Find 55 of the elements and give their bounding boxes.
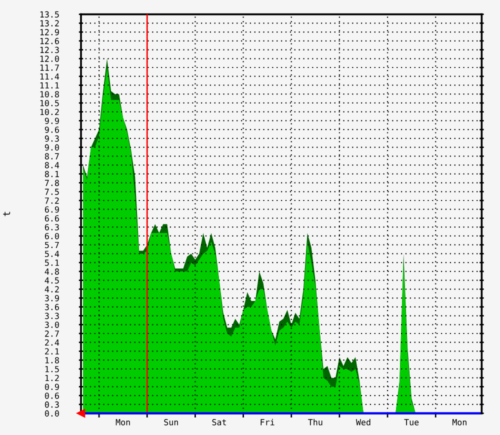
x-tick-label: Mon (452, 419, 466, 426)
y-tick-label: 8.4 (44, 162, 60, 168)
x-tick-label: Sat (212, 419, 226, 426)
y-tick-label: 8.1 (44, 170, 59, 178)
y-tick-label: 13.5 (40, 11, 59, 18)
y-tick-label: 6.6 (44, 215, 59, 222)
y-axis-title: t (3, 212, 10, 216)
y-tick-label: 0.0 (44, 410, 59, 417)
y-tick-label: 12.3 (40, 46, 59, 54)
y-tick-label: 6.9 (44, 206, 59, 213)
y-tick-label: 1.8 (45, 357, 59, 364)
y-tick-label: 6.3 (44, 224, 59, 230)
y-tick-label: 0.9 (44, 384, 59, 390)
y-tick-label: 11.1 (40, 82, 59, 88)
x-tick-label: Tue (404, 419, 419, 426)
y-tick-label: 4.5 (44, 277, 59, 284)
y-tick-label: 0.6 (44, 392, 59, 399)
y-tick-label: 9.6 (44, 126, 59, 133)
x-tick-label: Thu (308, 418, 322, 426)
y-tick-label: 3.3 (44, 312, 59, 320)
y-tick-label: 5.4 (45, 250, 60, 258)
y-tick-label: 9.0 (44, 144, 59, 151)
y-tick-label: 2.4 (45, 339, 60, 346)
x-tick-label: Mon (116, 419, 130, 426)
x-tick-label: Sun (164, 419, 178, 426)
y-tick-label: 11.7 (40, 64, 59, 71)
y-tick-label: 5.1 (45, 260, 59, 266)
y-tick-label: 3.9 (44, 295, 59, 302)
y-tick-label: 12.0 (40, 56, 59, 62)
x-tick-label: Fri (260, 418, 274, 426)
y-tick-label: 0.3 (44, 401, 59, 408)
y-tick-label: 4.2 (44, 286, 59, 292)
y-tick-label: 2.7 (45, 330, 59, 337)
y-tick-label: 12.6 (40, 38, 59, 44)
y-tick-label: 10.2 (40, 108, 59, 116)
y-tick-label: 9.3 (44, 135, 59, 142)
y-tick-label: 1.5 (45, 366, 59, 372)
y-tick-label: 2.1 (45, 348, 59, 354)
y-tick-label: 3.6 (44, 304, 59, 310)
y-tick-label: 1.2 (45, 374, 59, 382)
y-tick-label: 9.9 (44, 118, 59, 124)
y-tick-label: 4.8 (44, 268, 59, 275)
y-tick-label: 3.0 (44, 322, 59, 328)
y-tick-label: 7.8 (44, 180, 59, 186)
y-tick-label: 6.0 (44, 232, 59, 240)
y-tick-label: 7.5 (44, 188, 59, 195)
y-tick-label: 7.2 (44, 198, 59, 204)
y-tick-label: 5.7 (45, 242, 59, 248)
y-tick-label: 10.8 (40, 91, 59, 98)
x-tick-label: Wed (356, 418, 370, 426)
y-tick-label: 13.2 (40, 20, 59, 26)
y-tick-label: 11.4 (40, 73, 60, 80)
y-tick-label: 10.5 (40, 100, 59, 106)
y-tick-label: 8.7 (44, 153, 59, 160)
y-tick-label: 12.9 (40, 29, 59, 36)
